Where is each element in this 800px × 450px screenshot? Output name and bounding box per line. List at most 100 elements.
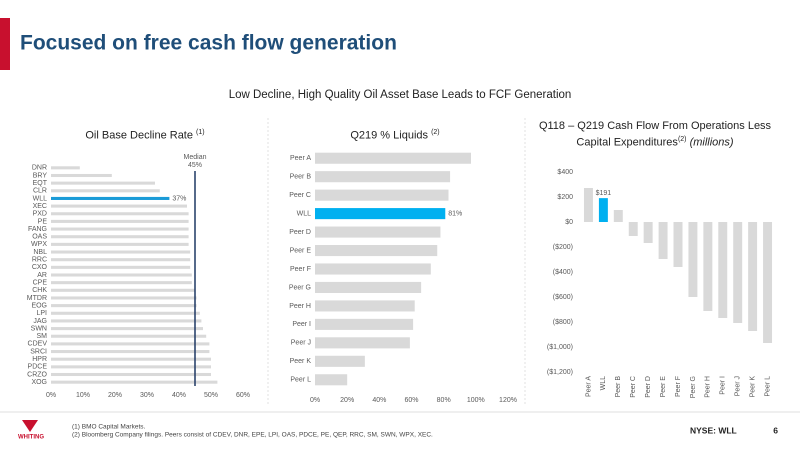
y-tick-label: OAS [32, 234, 47, 241]
x-tick-label: 10% [76, 392, 90, 399]
y-tick-label: SWN [31, 325, 47, 332]
y-tick-label: ($1,000) [547, 344, 573, 351]
bar [51, 296, 197, 300]
y-tick-label: CRZO [27, 371, 47, 378]
bar [315, 337, 410, 349]
bar [315, 281, 422, 293]
x-tick-label: WLL [600, 376, 607, 391]
y-tick-label: WPX [31, 241, 47, 248]
y-tick-label: XOG [31, 379, 47, 386]
x-tick-label: Peer F [675, 376, 682, 397]
chart-title-note: (2) [431, 129, 440, 136]
bar [733, 222, 743, 323]
bar [51, 189, 160, 193]
bar [315, 300, 415, 312]
y-tick-label: $400 [557, 169, 573, 176]
x-tick-label: Peer C [630, 376, 637, 398]
chart-title-unit: (millions) [689, 136, 734, 149]
y-tick-label: EOG [31, 302, 47, 309]
bar [51, 372, 211, 377]
y-tick-label: Peer A [290, 155, 311, 162]
chart-title-text: Oil Base Decline Rate [85, 129, 193, 142]
bar [51, 304, 197, 308]
x-tick-label: 40% [372, 397, 386, 404]
y-tick-label: XEC [33, 203, 47, 210]
y-tick-label: SRCI [30, 348, 47, 355]
x-tick-label: 50% [204, 392, 218, 399]
bar [51, 365, 211, 369]
y-tick-label: Peer B [290, 174, 312, 181]
ticker: NYSE: WLL [690, 425, 737, 435]
x-tick-label: Peer D [645, 376, 652, 398]
y-tick-label: AR [37, 272, 47, 279]
bar [51, 235, 189, 239]
y-tick-label: PDCE [28, 364, 48, 371]
x-tick-label: 0% [310, 397, 320, 404]
y-tick-label: CPE [33, 279, 48, 286]
y-tick-label: Peer H [289, 303, 311, 310]
y-tick-label: CXO [32, 264, 48, 271]
bar [51, 227, 189, 231]
y-tick-label: RRC [32, 257, 47, 264]
chart-title-text: Q118 – Q219 Cash Flow From Operations Le… [538, 120, 772, 149]
x-tick-label: Peer K [749, 376, 756, 398]
y-tick-label: MTDR [27, 295, 47, 302]
logo-text: WHITING [18, 435, 44, 441]
chart-title-note: (2) [677, 136, 687, 143]
logo-icon [22, 420, 38, 432]
bar [51, 212, 189, 216]
chart-title: Q219 % Liquids (2) [290, 126, 500, 143]
bar [51, 173, 112, 178]
median-value-label: 45% [188, 162, 202, 169]
y-tick-label: ($400) [553, 269, 573, 276]
bar [763, 222, 773, 343]
y-tick-label: Peer L [290, 377, 311, 384]
bar [315, 152, 472, 164]
x-tick-label: 30% [140, 392, 154, 399]
y-tick-label: Peer I [292, 321, 311, 328]
y-tick-label: CLR [33, 188, 47, 195]
y-tick-label: Peer J [291, 340, 311, 347]
bar [315, 318, 414, 330]
y-tick-label: $200 [557, 194, 573, 201]
bar [628, 222, 638, 236]
y-tick-label: Peer C [289, 192, 311, 199]
x-tick-label: 20% [108, 392, 122, 399]
bar [315, 263, 431, 275]
y-tick-label: DNR [32, 165, 47, 172]
slide-title: Focused on free cash flow generation [20, 32, 397, 55]
bar [315, 355, 365, 367]
chart-title: Q118 – Q219 Cash Flow From Operations Le… [535, 120, 775, 150]
bar [598, 198, 608, 222]
median-label: Median [184, 154, 207, 161]
bar [51, 342, 210, 346]
y-tick-label: WLL [297, 210, 312, 217]
x-tick-label: 120% [499, 397, 517, 404]
y-tick-label: Peer K [290, 358, 312, 365]
x-tick-label: 60% [236, 392, 250, 399]
bar [51, 281, 192, 285]
x-tick-label: Peer H [705, 376, 712, 398]
x-tick-label: 20% [340, 397, 354, 404]
bar [658, 222, 668, 259]
y-tick-label: SM [37, 333, 48, 340]
bar [51, 327, 203, 331]
y-tick-label: HPR [32, 356, 47, 363]
bar [51, 334, 207, 338]
bar [718, 222, 728, 318]
bar [51, 242, 189, 246]
x-tick-label: Peer G [690, 376, 697, 398]
y-tick-label: Peer F [290, 266, 311, 273]
y-tick-label: WLL [33, 195, 48, 202]
x-tick-label: Peer J [735, 376, 742, 396]
bar [315, 226, 441, 238]
y-tick-label: CHK [32, 287, 47, 294]
bar [643, 222, 653, 243]
bar [51, 258, 191, 262]
chart-title-note: (1) [196, 129, 205, 136]
y-tick-label: PE [38, 218, 48, 225]
y-tick-label: BRY [33, 172, 48, 179]
bar [315, 171, 451, 183]
x-tick-label: 40% [172, 392, 186, 399]
